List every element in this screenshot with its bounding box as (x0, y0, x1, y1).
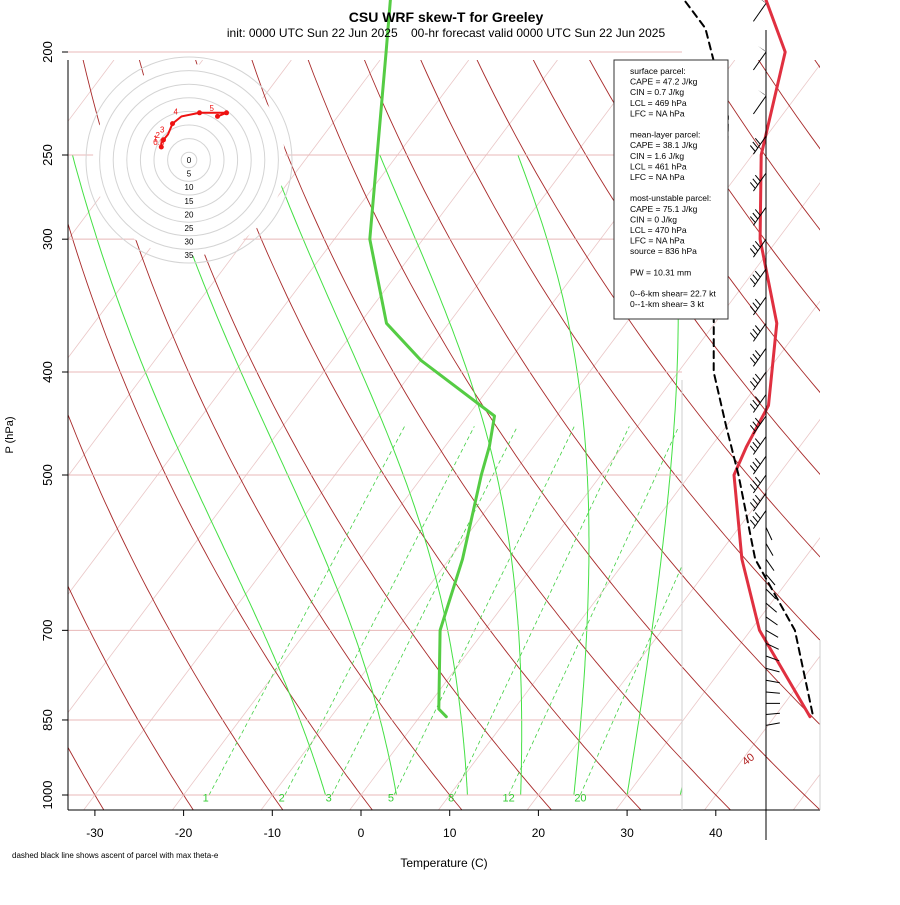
info-line: LCL = 469 hPa (630, 98, 687, 108)
hodograph-height-label: 5 (210, 104, 215, 113)
info-line: LFC = NA hPa (630, 172, 685, 182)
info-line: LFC = NA hPa (630, 236, 685, 246)
hodograph-point (215, 114, 220, 119)
x-tick-label: 30 (620, 826, 634, 840)
x-tick-label: -10 (264, 826, 282, 840)
y-tick-label: 700 (40, 619, 55, 641)
info-line: CAPE = 38.1 J/kg (630, 140, 698, 150)
mixing-ratio-label: 12 (503, 793, 515, 805)
info-line: LCL = 461 hPa (630, 161, 687, 171)
hodograph-ring-label: 20 (185, 210, 194, 219)
chart-subtitle: init: 0000 UTC Sun 22 Jun 2025 00-hr for… (227, 26, 666, 40)
hodograph-height-label: 3 (160, 125, 165, 134)
info-line: 0--6-km shear= 22.7 kt (630, 289, 716, 299)
mixing-ratio-label: 3 (326, 793, 332, 805)
info-line: LFC = NA hPa (630, 108, 685, 118)
chart-title: CSU WRF skew-T for Greeley (349, 9, 544, 25)
hodograph-ring-label: 10 (185, 183, 194, 192)
info-line: mean-layer parcel: (630, 130, 700, 140)
hodograph-ring-label: 30 (185, 238, 194, 247)
x-tick-label: 20 (532, 826, 546, 840)
hodograph-point (197, 110, 202, 115)
x-tick-label: 10 (443, 826, 457, 840)
y-axis-label: P (hPa) (4, 416, 16, 453)
hodograph-ring-label: 15 (185, 197, 194, 206)
info-line: CIN = 1.6 J/kg (630, 151, 684, 161)
info-line: LCL = 470 hPa (630, 225, 687, 235)
hodograph-ring-label: 25 (185, 224, 194, 233)
info-line: surface parcel: (630, 66, 686, 76)
y-tick-label: 250 (40, 144, 55, 166)
info-line: most-unstable parcel: (630, 193, 711, 203)
info-line: CIN = 0.7 J/kg (630, 87, 684, 97)
x-tick-label: -20 (175, 826, 193, 840)
x-tick-label: -30 (86, 826, 104, 840)
hodograph-height-label: 4 (174, 107, 179, 116)
x-tick-label: 40 (709, 826, 723, 840)
info-line: 0--1-km shear= 3 kt (630, 299, 705, 309)
y-tick-label: 300 (40, 228, 55, 250)
y-tick-label: 200 (40, 41, 55, 63)
mixing-ratio-label: 5 (388, 793, 394, 805)
x-axis-label: Temperature (C) (400, 856, 487, 870)
y-tick-label: 400 (40, 361, 55, 383)
x-tick-label: 0 (358, 826, 365, 840)
info-line: CIN = 0 J/kg (630, 214, 677, 224)
mixing-ratio-label: 2 (279, 793, 285, 805)
hodograph-ring-label: 5 (187, 170, 192, 179)
hodograph-point (224, 110, 229, 115)
info-line: source = 836 hPa (630, 246, 697, 256)
y-tick-label: 1000 (40, 781, 55, 810)
mixing-ratio-label: 8 (448, 793, 454, 805)
hodograph-ring-label: 35 (185, 251, 194, 260)
mixing-ratio-label: 1 (203, 793, 209, 805)
info-line: PW = 10.31 mm (630, 267, 691, 277)
y-tick-label: 500 (40, 464, 55, 486)
hodograph-point (170, 121, 175, 126)
info-line: CAPE = 47.2 J/kg (630, 77, 698, 87)
hodograph-ring-label: 0 (187, 156, 192, 165)
parcel-note: dashed black line shows ascent of parcel… (12, 851, 219, 860)
y-tick-label: 850 (40, 709, 55, 731)
info-line: CAPE = 75.1 J/kg (630, 204, 698, 214)
mixing-ratio-label: 20 (574, 793, 586, 805)
